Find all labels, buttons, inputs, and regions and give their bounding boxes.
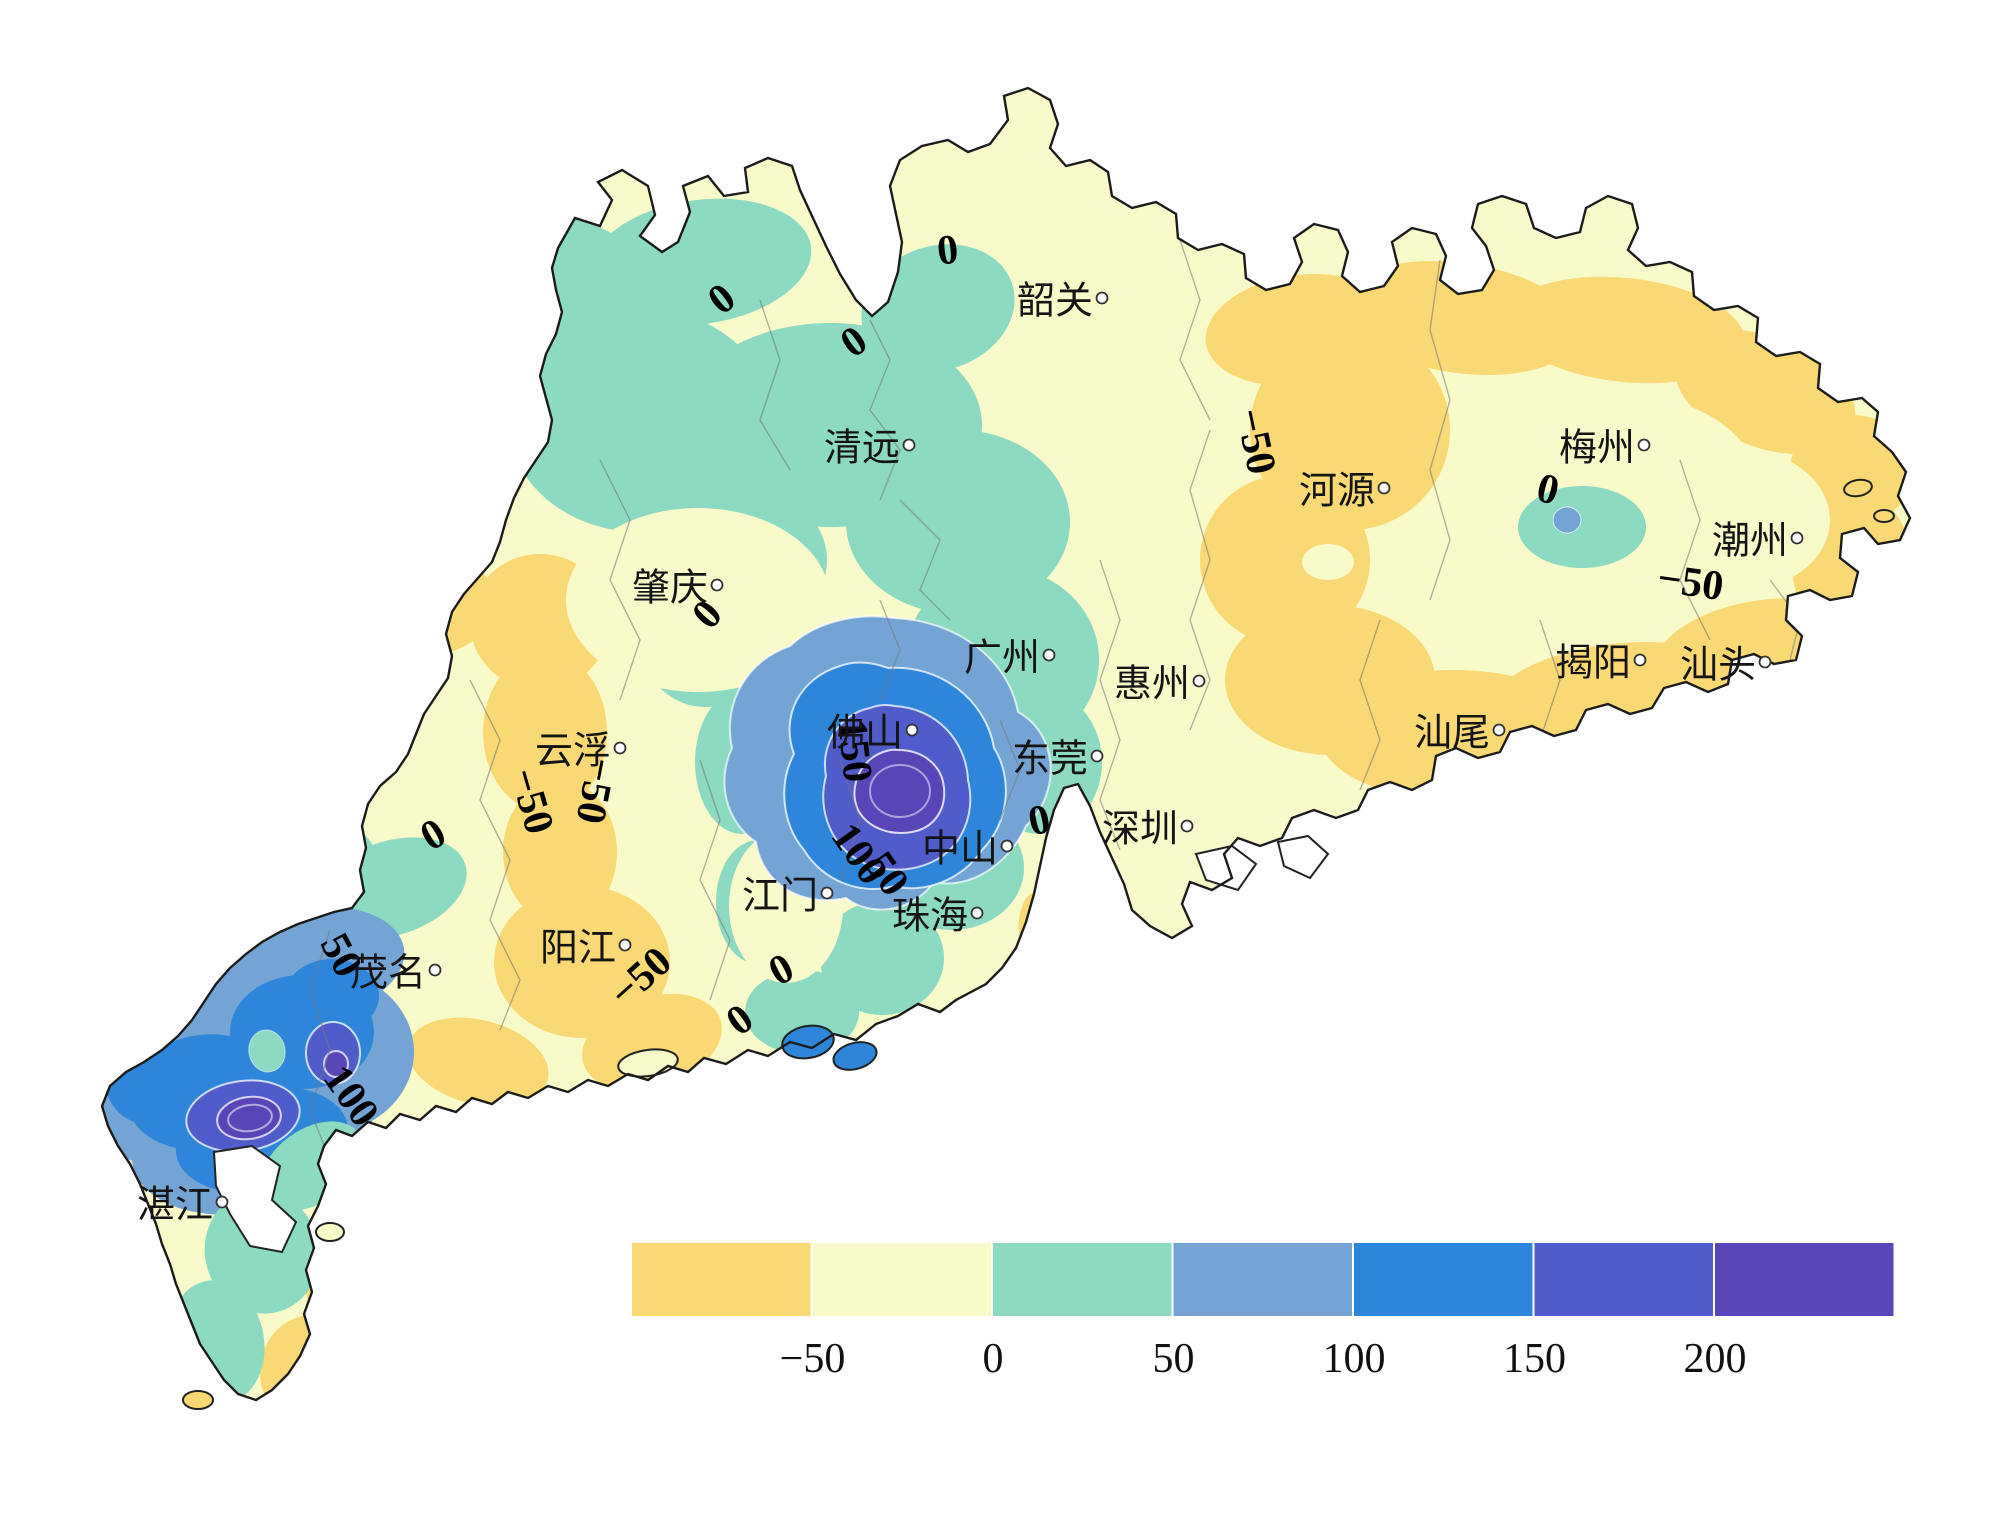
colorbar-legend: −50 0 50 100 150 200: [632, 1243, 1894, 1382]
city-label: 梅州: [1559, 428, 1635, 470]
band-above-200-delta: [853, 748, 946, 834]
city-label: 深圳: [1102, 809, 1178, 851]
colorbar-tick-label: 150: [1503, 1336, 1566, 1382]
band-above-200-maoming: [323, 1050, 349, 1078]
prefecture-borders: [309, 239, 1801, 1161]
colorbar-segment: [632, 1243, 811, 1316]
colorbar-tick-label: 100: [1323, 1336, 1386, 1382]
city-label: 韶关: [1017, 281, 1093, 323]
city-label: 广州: [964, 638, 1040, 680]
city-marker-icon: [215, 1195, 229, 1209]
city-marker-icon: [1095, 291, 1109, 305]
colorbar-tick-label: 200: [1684, 1336, 1747, 1382]
city-marker-icon: [1492, 723, 1506, 737]
colorbar-segment: [1354, 1243, 1533, 1316]
colorbar-tick-label: −50: [780, 1336, 846, 1382]
band-0-50-hole: [248, 1029, 286, 1073]
city-marker-icon: [1192, 674, 1206, 688]
city-label: 江门: [742, 876, 818, 918]
city-marker-icon: [613, 741, 627, 755]
city-marker-icon: [1637, 438, 1651, 452]
city-marker-icon: [710, 578, 724, 592]
colorbar-tick-label: 50: [1153, 1336, 1195, 1382]
city-label: 茂名: [350, 953, 426, 995]
city-marker-icon: [905, 723, 919, 737]
city-label: 河源: [1299, 471, 1375, 513]
city-marker-icon: [1377, 481, 1391, 495]
colorbar-segment: [1715, 1243, 1894, 1316]
city-label: 揭阳: [1555, 643, 1631, 685]
city-marker-icon: [970, 906, 984, 920]
city-label: 惠州: [1114, 664, 1190, 706]
contour-bands: [102, 88, 1910, 1400]
city-label: 潮州: [1712, 521, 1788, 563]
city-marker-icon: [1758, 655, 1772, 669]
city-marker-icon: [1090, 749, 1104, 763]
inner-contour-ring: [869, 764, 931, 818]
city-marker-icon: [618, 938, 632, 952]
sea-bays: [212, 834, 1330, 1254]
city-label: 湛江: [137, 1185, 213, 1227]
city-label: 汕尾: [1414, 713, 1490, 755]
province-outline: [100, 86, 1912, 1402]
city-label: 阳江: [540, 928, 616, 970]
contour-value-label: −50: [1655, 555, 1727, 610]
city-label: 东莞: [1012, 739, 1088, 781]
city-marker-icon: [1042, 648, 1056, 662]
city-label: 珠海: [892, 896, 968, 938]
city-label: 云浮: [535, 731, 611, 773]
city-marker-icon: [1180, 819, 1194, 833]
contour-value-label: 150: [828, 717, 880, 784]
city-marker-icon: [1790, 531, 1804, 545]
city-label: 肇庆: [632, 568, 708, 610]
colorbar-segment: [993, 1243, 1172, 1316]
city-marker-icon: [428, 963, 442, 977]
colorbar-segment: [1534, 1243, 1713, 1316]
contour-value-label: 0: [935, 227, 961, 275]
colorbar-segment: [1173, 1243, 1352, 1316]
city-label: 清远: [824, 428, 900, 470]
city-label: 佛山: [827, 713, 903, 755]
city-marker-icon: [902, 438, 916, 452]
colorbar-segment: [812, 1243, 991, 1316]
inner-contour-ring: [227, 1103, 273, 1133]
city-label: 中山: [922, 829, 998, 871]
city-marker-icon: [1000, 839, 1014, 853]
city-label: 汕头: [1680, 645, 1756, 687]
city-marker-icon: [1633, 653, 1647, 667]
colorbar-tick-label: 0: [983, 1336, 1004, 1382]
city-marker-icon: [820, 886, 834, 900]
band-50-100-meizhou-spot: [1552, 506, 1582, 534]
